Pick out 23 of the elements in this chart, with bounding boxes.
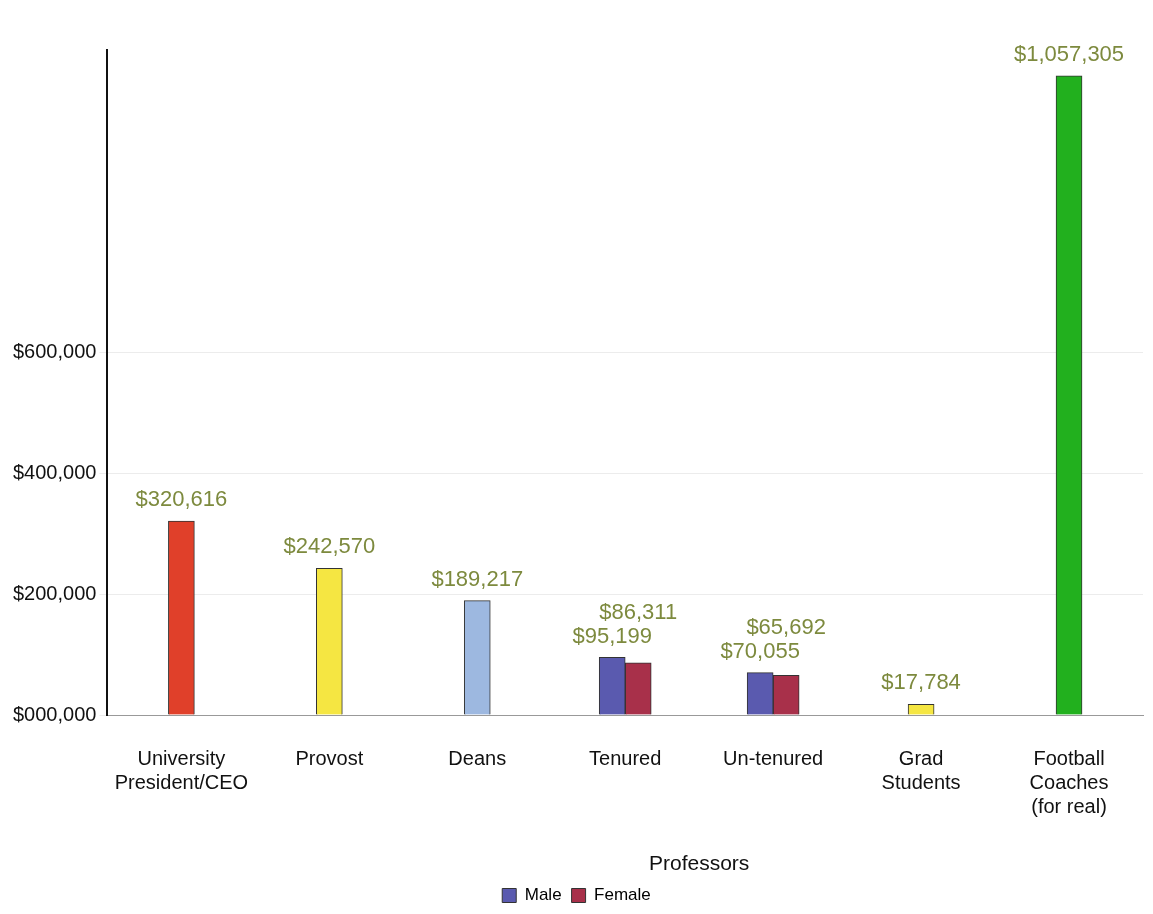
y-tick-label: $400,000 <box>13 460 97 483</box>
data-label: $95,199 <box>572 622 652 648</box>
data-label: $320,616 <box>135 486 228 512</box>
x-tick-label: Football Coaches (for real) <box>1029 746 1109 817</box>
text: Professors <box>648 851 750 875</box>
data-label: $189,217 <box>431 565 524 591</box>
x-tick-label: University President/CEO <box>114 746 249 793</box>
y-tick-label: $000,000 <box>13 702 97 725</box>
data-label: $17,784 <box>881 669 961 695</box>
data-label: $86,311 <box>599 598 678 624</box>
x-tick-label: Grad Students <box>881 746 961 793</box>
legend-label: Female <box>594 885 651 905</box>
y-tick-label: $200,000 <box>13 581 97 604</box>
data-label: $242,570 <box>283 533 376 559</box>
x-tick-label: Tenured <box>589 746 662 769</box>
data-label: $1,057,305 <box>1013 40 1125 66</box>
data-label: $65,692 <box>746 613 826 639</box>
y-tick-label: $600,000 <box>13 339 97 362</box>
x-tick-label: Un-tenured <box>723 746 824 769</box>
x-tick-label: Provost <box>295 746 364 769</box>
legend-label: Male <box>524 885 562 905</box>
data-label: $70,055 <box>720 637 800 663</box>
x-tick-label: Deans <box>448 746 507 769</box>
